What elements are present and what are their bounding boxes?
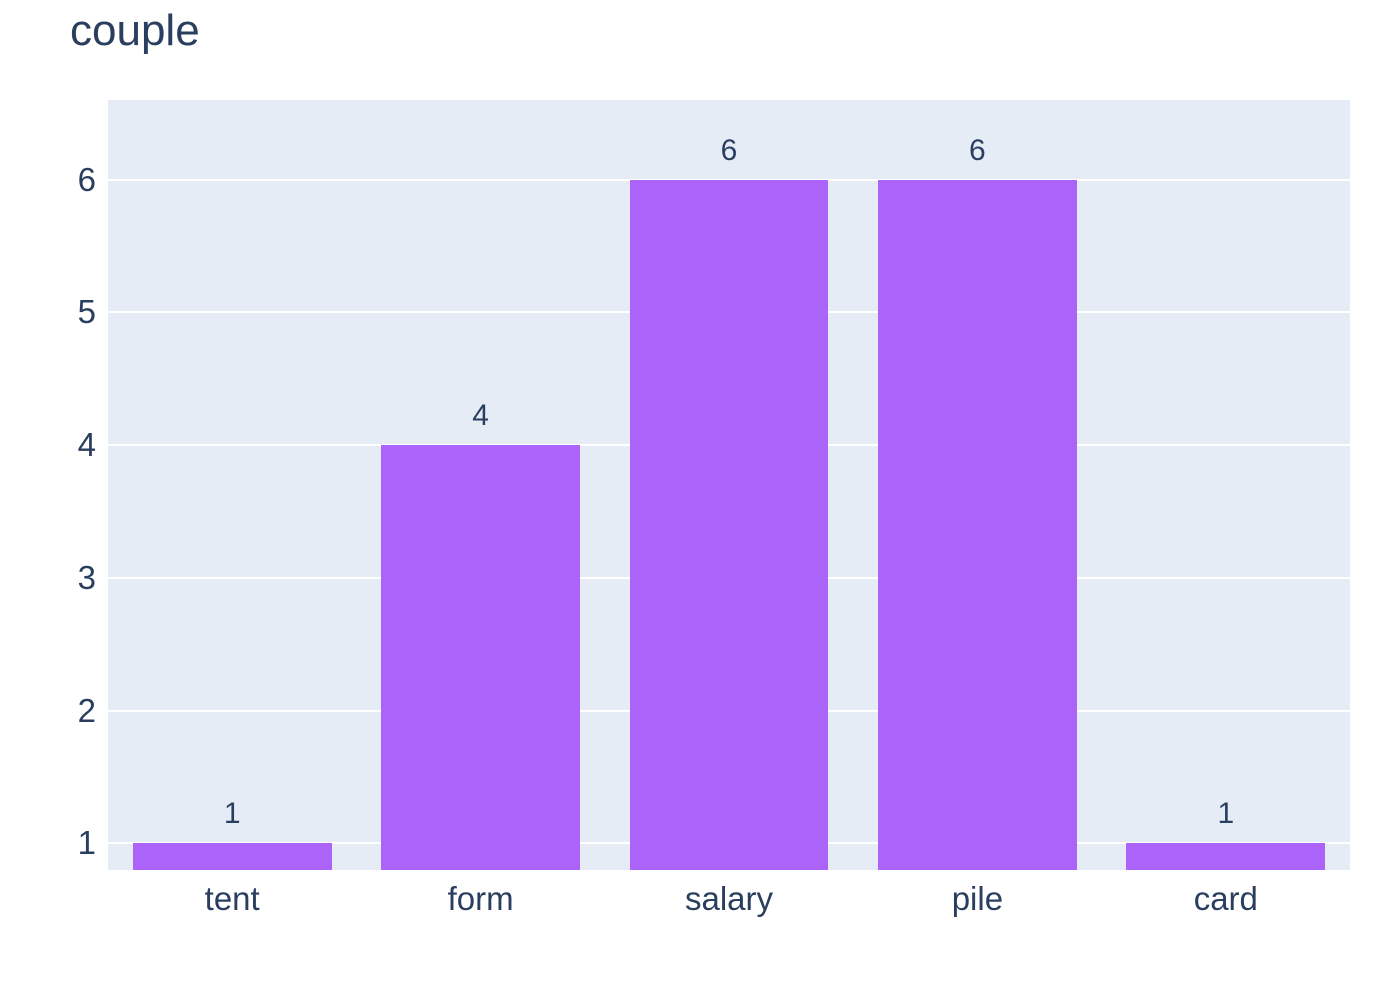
bar-salary[interactable] — [629, 179, 829, 870]
bar-value-label-pile: 6 — [969, 133, 986, 167]
bar-value-label-card: 1 — [1217, 797, 1235, 831]
x-tick-label-tent: tent — [204, 880, 260, 917]
plot-area[interactable]: 1 4 6 6 1 — [108, 100, 1350, 870]
x-tick-label-form: form — [447, 880, 514, 917]
y-tick-label: 6 — [77, 160, 96, 198]
y-tick-label: 3 — [77, 558, 96, 596]
y-tick-label: 4 — [77, 426, 96, 464]
bar-value-label-salary: 6 — [720, 133, 738, 167]
bar-card[interactable] — [1126, 843, 1326, 870]
x-tick-label-salary: salary — [684, 880, 774, 917]
bar-tent[interactable] — [132, 843, 332, 870]
x-tick-label-pile: pile — [951, 880, 1004, 917]
y-tick-label: 1 — [77, 824, 96, 862]
y-tick-label: 2 — [77, 691, 96, 729]
chart-title: couple — [70, 6, 200, 55]
y-tick-label: 5 — [77, 293, 96, 331]
gridline-y-6 — [108, 178, 1350, 181]
bar-pile[interactable] — [878, 179, 1077, 870]
bar-form[interactable] — [381, 445, 580, 870]
bar-value-label-tent: 1 — [223, 797, 241, 831]
x-tick-label-card: card — [1193, 880, 1258, 917]
bar-value-label-form: 4 — [472, 399, 489, 433]
